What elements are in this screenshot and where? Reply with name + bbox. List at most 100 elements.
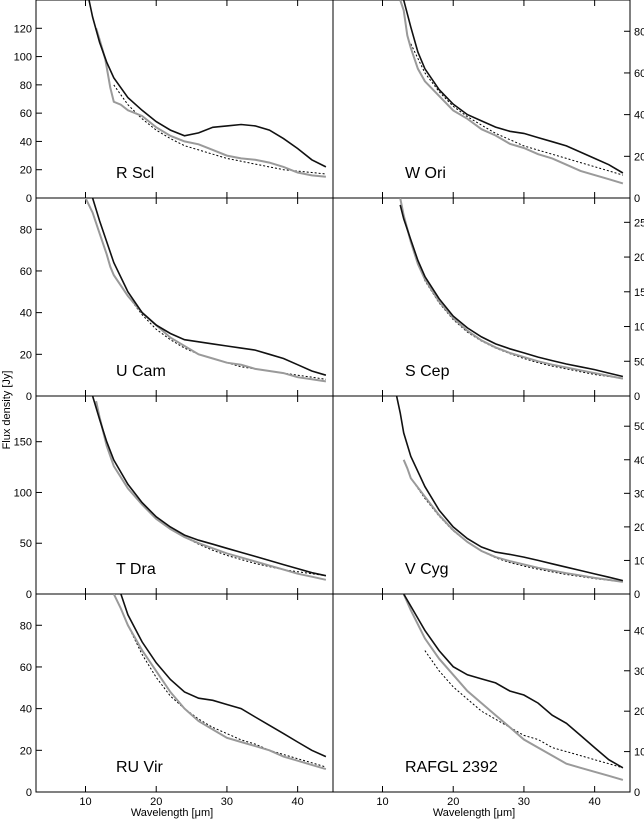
panel-5: 0 100 200 300 400 500 V Cyg (332, 395, 644, 601)
star-label: V Cyg (405, 561, 449, 578)
y-tick-label: 100 (634, 322, 644, 334)
panel-0: 0 20 40 60 80 100 120 R Scl (14, 0, 334, 205)
y-tick-label: 40 (634, 625, 644, 637)
panel-frame (35, 593, 334, 793)
y-tick-label: 60 (20, 266, 32, 278)
y-tick-label: 60 (634, 68, 644, 80)
y-tick-label: 150 (14, 437, 32, 449)
series-line-gray (399, 0, 624, 185)
series-line-gray (402, 594, 624, 781)
star-label: U Cam (116, 363, 166, 380)
x-tick-label: 10 (376, 796, 388, 808)
x-axis-title-left: Wavelength [μm] (131, 807, 213, 819)
series-line-dotted (127, 625, 327, 768)
y-tick-label: 60 (20, 108, 32, 120)
y-tick-label: 20 (634, 151, 644, 163)
y-tick-label: 100 (14, 487, 32, 499)
series-line-gray (95, 400, 327, 581)
y-tick-label: 0 (26, 193, 32, 205)
y-tick-label: 0 (634, 391, 640, 403)
y-tick-label: 80 (20, 620, 32, 632)
series-line-black (91, 198, 327, 376)
series-line-dotted (410, 241, 623, 380)
series-line-black (399, 204, 624, 378)
series-line-dotted (113, 465, 326, 577)
y-tick-label: 120 (14, 23, 32, 35)
series-line-dotted (424, 650, 624, 769)
y-tick-label: 100 (14, 52, 32, 64)
y-tick-label: 40 (20, 308, 32, 320)
y-tick-label: 150 (634, 287, 644, 299)
y-tick-label: 0 (26, 391, 32, 403)
y-tick-label: 60 (20, 662, 32, 674)
panel-frame (332, 0, 631, 199)
y-tick-label: 200 (634, 522, 644, 534)
y-tick-label: 50 (20, 538, 32, 550)
x-tick-label: 40 (589, 796, 601, 808)
y-tick-label: 80 (20, 224, 32, 236)
x-tick-label: 20 (447, 796, 459, 808)
panel-frame (332, 197, 631, 397)
series-line-black (395, 396, 624, 582)
y-tick-label: 0 (634, 589, 640, 601)
y-tick-label: 40 (20, 136, 32, 148)
y-tick-label: 300 (634, 488, 644, 500)
y-tick-label: 40 (20, 704, 32, 716)
star-label: W Ori (405, 165, 446, 182)
x-tick-label: 20 (150, 796, 162, 808)
x-tick-label: 30 (518, 796, 530, 808)
series-line-black (120, 594, 327, 758)
y-tick-label: 20 (20, 745, 32, 757)
x-tick-label: 10 (79, 796, 91, 808)
y-tick-label: 80 (20, 80, 32, 92)
x-tick-label: 40 (292, 796, 304, 808)
y-tick-label: 10 (634, 747, 644, 759)
y-tick-label: 40 (634, 110, 644, 122)
y-tick-label: 0 (26, 589, 32, 601)
y-tick-label: 500 (634, 421, 644, 433)
y-tick-label: 20 (20, 165, 32, 177)
panel-2: 0 20 40 60 80 U Cam (20, 197, 334, 403)
panel-frame (332, 395, 631, 595)
series-line-gray (84, 198, 327, 383)
series-line-dotted (410, 43, 624, 176)
panel-3: 0 50 100 150 200 250 S Cep (332, 197, 644, 403)
panel-frame (332, 593, 631, 793)
y-tick-label: 50 (634, 356, 644, 368)
series-line-black (402, 0, 624, 174)
series-line-gray (399, 198, 624, 380)
panel-frame (35, 197, 334, 397)
y-tick-label: 400 (634, 455, 644, 467)
series-line-black (88, 0, 327, 168)
y-tick-label: 0 (634, 193, 640, 205)
series-line-gray (95, 28, 326, 178)
star-label: RAFGL 2392 (405, 759, 498, 776)
star-label: T Dra (116, 561, 156, 578)
y-tick-label: 30 (634, 666, 644, 678)
series-line-gray (402, 459, 624, 583)
y-tick-label: 20 (634, 706, 644, 718)
series-line-gray (112, 594, 327, 771)
star-label: R Scl (116, 165, 154, 182)
star-label: S Cep (405, 363, 450, 380)
panel-6: 10 20 30 40 0 20 40 60 80 RU Vir (20, 593, 334, 808)
y-tick-label: 100 (634, 555, 644, 567)
y-tick-label: 200 (634, 252, 644, 264)
series-line-black (403, 594, 624, 769)
series-line-dotted (113, 84, 326, 175)
panel-4: 0 50 100 150 T Dra (14, 395, 334, 601)
y-tick-label: 0 (26, 787, 32, 799)
x-tick-label: 30 (221, 796, 233, 808)
panel-frame (35, 395, 334, 595)
panel-1: 0 20 40 60 80 W Ori (332, 0, 644, 205)
y-axis-title: Flux density [Jy] (1, 371, 13, 450)
star-label: RU Vir (116, 759, 163, 776)
x-axis-title-right: Wavelength [μm] (433, 807, 515, 819)
series-line-black (91, 396, 327, 577)
panel-7: 10 20 30 40 0 10 20 30 40 RAFGL 2392 (332, 593, 644, 808)
y-tick-label: 0 (634, 787, 640, 799)
y-tick-label: 20 (20, 349, 32, 361)
y-tick-label: 80 (634, 26, 644, 38)
